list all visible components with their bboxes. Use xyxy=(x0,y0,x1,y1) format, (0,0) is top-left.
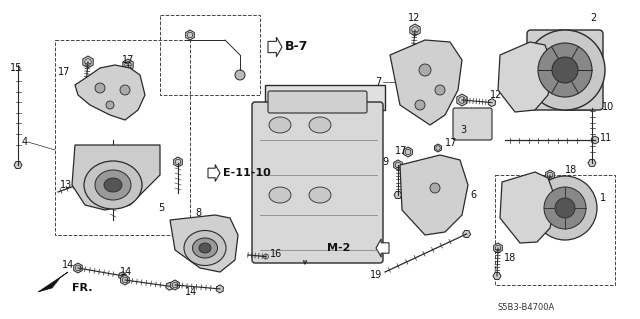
Ellipse shape xyxy=(269,187,291,203)
Text: 17: 17 xyxy=(395,146,408,156)
Text: 10: 10 xyxy=(602,102,614,112)
Text: S5B3-B4700A: S5B3-B4700A xyxy=(498,303,556,313)
Text: 18: 18 xyxy=(504,253,516,263)
Ellipse shape xyxy=(84,161,142,209)
Circle shape xyxy=(525,30,605,110)
Ellipse shape xyxy=(184,231,226,265)
Circle shape xyxy=(106,101,114,109)
Circle shape xyxy=(419,64,431,76)
Circle shape xyxy=(103,171,117,185)
Polygon shape xyxy=(38,272,68,292)
Bar xyxy=(495,175,615,285)
Text: 11: 11 xyxy=(600,133,612,143)
Polygon shape xyxy=(376,239,389,257)
Polygon shape xyxy=(170,215,238,272)
Polygon shape xyxy=(75,65,145,120)
FancyBboxPatch shape xyxy=(453,108,492,140)
Polygon shape xyxy=(268,37,282,57)
Text: 17: 17 xyxy=(122,55,134,65)
Ellipse shape xyxy=(309,187,331,203)
Text: B-7: B-7 xyxy=(285,41,308,54)
Circle shape xyxy=(235,70,245,80)
Polygon shape xyxy=(498,42,552,112)
FancyBboxPatch shape xyxy=(268,91,367,113)
Text: 4: 4 xyxy=(22,137,28,147)
Text: 9: 9 xyxy=(382,157,388,167)
Text: 12: 12 xyxy=(408,13,420,23)
Text: 14: 14 xyxy=(120,267,132,277)
Text: FR.: FR. xyxy=(72,283,93,293)
Text: M-2: M-2 xyxy=(326,243,350,253)
Ellipse shape xyxy=(193,238,218,258)
Text: 14: 14 xyxy=(185,287,197,297)
Text: 17: 17 xyxy=(58,67,70,77)
Text: 5: 5 xyxy=(158,203,164,213)
Ellipse shape xyxy=(269,117,291,133)
Circle shape xyxy=(200,235,210,245)
Text: E-11-10: E-11-10 xyxy=(223,168,271,178)
Bar xyxy=(160,15,260,95)
Circle shape xyxy=(120,85,130,95)
Text: 8: 8 xyxy=(195,208,201,218)
Circle shape xyxy=(538,43,592,97)
Polygon shape xyxy=(500,172,556,243)
Polygon shape xyxy=(265,85,385,110)
Text: 16: 16 xyxy=(270,249,282,259)
Circle shape xyxy=(552,57,578,83)
Circle shape xyxy=(435,85,445,95)
Text: 14: 14 xyxy=(62,260,74,270)
Ellipse shape xyxy=(95,170,131,200)
Polygon shape xyxy=(208,165,220,182)
Circle shape xyxy=(415,100,425,110)
Polygon shape xyxy=(400,155,468,235)
FancyBboxPatch shape xyxy=(252,102,383,263)
Circle shape xyxy=(264,254,268,259)
Text: 6: 6 xyxy=(470,190,476,200)
Text: 13: 13 xyxy=(60,180,72,190)
Text: 2: 2 xyxy=(590,13,596,23)
Ellipse shape xyxy=(199,243,211,253)
Text: 7: 7 xyxy=(375,77,381,87)
Bar xyxy=(55,40,190,235)
Ellipse shape xyxy=(309,117,331,133)
Circle shape xyxy=(544,187,586,229)
Text: 12: 12 xyxy=(490,90,502,100)
Text: 1: 1 xyxy=(600,193,606,203)
Text: 3: 3 xyxy=(460,125,466,135)
Text: 17: 17 xyxy=(445,138,458,148)
Ellipse shape xyxy=(104,178,122,192)
Polygon shape xyxy=(390,40,462,125)
Text: 18: 18 xyxy=(565,165,577,175)
Circle shape xyxy=(430,183,440,193)
Circle shape xyxy=(555,198,575,218)
Circle shape xyxy=(95,83,105,93)
Text: 15: 15 xyxy=(10,63,22,73)
Text: 19: 19 xyxy=(370,270,382,280)
Circle shape xyxy=(533,176,597,240)
FancyBboxPatch shape xyxy=(527,30,603,110)
Polygon shape xyxy=(72,145,160,210)
